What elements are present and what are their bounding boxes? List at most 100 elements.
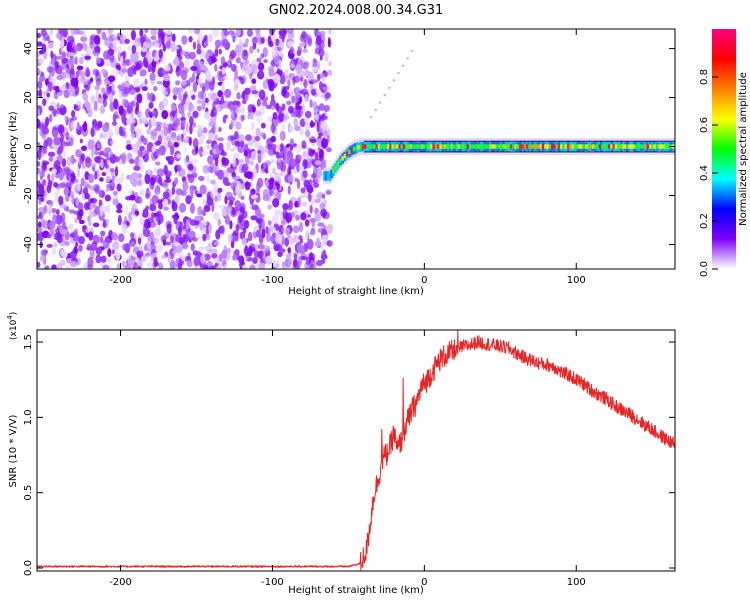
noise-mark [96,142,101,149]
noise-mark [258,262,266,269]
noise-mark [146,243,151,249]
noise-mark [267,116,272,122]
noise-mark [102,219,107,228]
signal-core [596,144,599,149]
noise-mark [94,149,98,156]
noise-mark [304,93,310,103]
signal-core [418,144,422,149]
noise-mark [146,128,152,135]
noise-mark [198,175,205,182]
noise-mark [278,30,282,36]
noise-mark [47,179,53,189]
noise-mark [74,56,78,65]
noise-mark [47,233,52,239]
noise-mark [254,243,259,250]
noise-mark [136,93,143,104]
noise-mark [328,29,332,35]
signal-core [612,144,615,149]
noise-mark [206,144,211,149]
signal-core [352,146,356,152]
signal-core [386,144,390,149]
noise-mark [103,205,109,213]
noise-mark [75,70,80,80]
spectrogram-frame [36,28,676,270]
noise-mark [308,261,317,269]
noise-mark [121,98,129,108]
noise-mark [302,48,308,54]
noise-mark [256,149,262,154]
noise-mark [61,251,68,259]
noise-mark [203,111,211,120]
noise-mark [154,127,159,132]
noise-mark [293,75,300,83]
noise-mark [325,190,332,195]
noise-mark [319,55,323,61]
noise-mark [304,219,310,227]
noise-mark [274,209,282,216]
signal-core [341,156,344,161]
noise-mark [263,245,271,251]
noise-mark [191,237,198,242]
noise-mark [162,191,170,199]
noise-mark [175,188,183,196]
noise-mark [158,48,163,59]
noise-mark [68,209,75,214]
signal-band [324,171,328,181]
noise-mark [243,49,248,57]
noise-mark [94,170,98,180]
signal-core [423,144,426,149]
signal-core [537,144,540,149]
noise-mark [63,187,70,196]
noise-mark [88,209,94,218]
noise-mark [304,117,309,124]
noise-mark [262,162,267,169]
x-tick-label: 100 [567,577,586,588]
noise-mark [49,228,55,237]
noise-mark [127,260,135,268]
noise-mark [130,213,135,219]
noise-mark [206,249,213,254]
noise-mark [131,64,136,72]
noise-mark [112,68,119,77]
noise-mark [67,35,75,44]
noise-mark [58,195,64,206]
noise-mark [93,34,101,45]
noise-mark [235,184,242,194]
noise-mark [84,156,91,164]
signal-core [573,144,577,149]
noise-mark [229,220,233,230]
chart-title: GN02.2024.008.00.34.G31 [269,3,444,18]
colorbar-tick-label: 0.2 [699,213,710,229]
noise-mark [147,54,154,63]
noise-mark [120,82,126,92]
noise-mark [107,86,111,94]
noise-mark [191,72,196,82]
noise-mark [214,258,221,264]
signal-core [619,144,622,149]
noise-mark [79,138,83,144]
noise-mark [213,182,219,193]
noise-mark [164,178,172,183]
noise-mark [37,108,41,118]
noise-mark [196,48,202,55]
signal-core [530,144,533,149]
noise-mark [130,240,135,248]
noise-mark [51,168,57,175]
noise-mark [154,42,160,48]
signal-core [402,144,406,149]
noise-mark [66,51,70,58]
noise-mark [214,48,219,57]
signal-core [441,144,444,149]
noise-mark [221,38,229,48]
noise-mark [298,90,304,95]
signal-core [370,144,374,149]
noise-mark [78,104,82,110]
signal-core [532,144,536,149]
noise-mark [298,194,305,199]
noise-mark [306,238,314,250]
noise-mark [60,212,66,223]
noise-mark [111,35,118,46]
noise-mark [176,87,184,94]
y-tick-label: 0 [23,143,34,149]
signal-band [330,169,333,179]
